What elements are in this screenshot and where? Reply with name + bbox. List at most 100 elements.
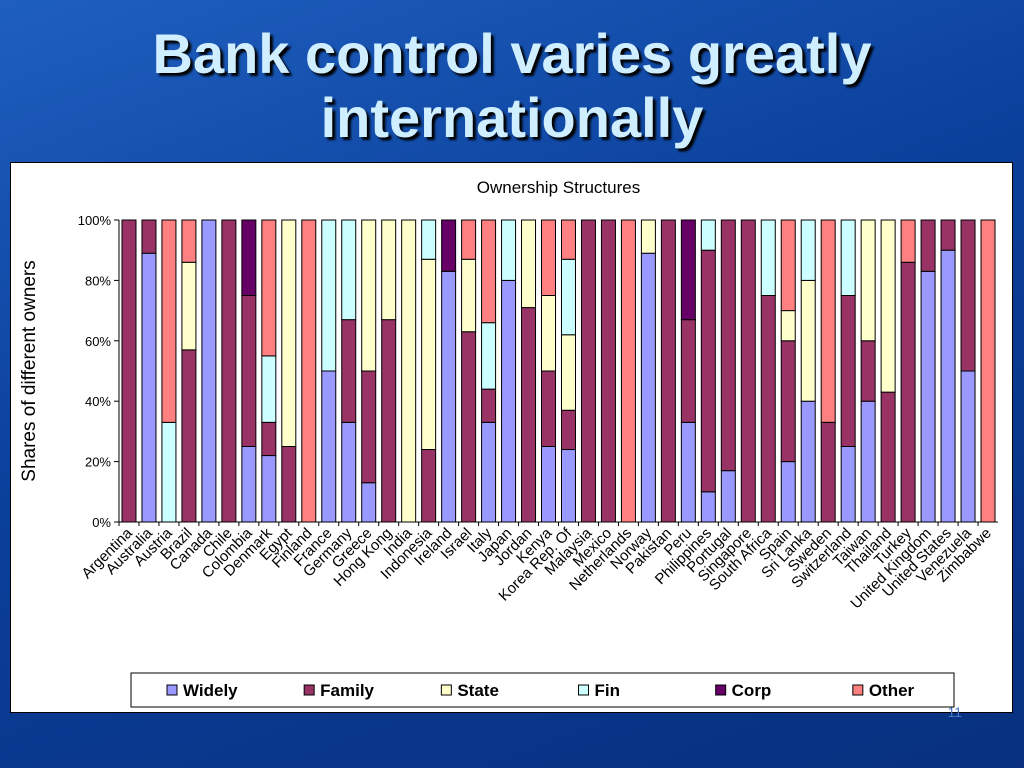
bar-segment [640,252,656,523]
bar-segment [401,219,417,523]
bar-segment [141,252,157,523]
legend-swatch [166,684,178,696]
bar-segment [441,270,457,523]
y-tick-label: 40% [85,394,111,409]
bar-segment [580,219,596,523]
bar-segment [541,446,557,523]
y-tick-label: 0% [92,515,111,530]
bar-segment [860,340,876,402]
bar-segment [381,219,397,321]
bar-segment [840,219,856,296]
legend-swatch [303,684,315,696]
bar-segment [560,449,576,523]
bar-segment [381,319,397,523]
bar-segment [860,219,876,342]
bar-segment [560,258,576,336]
y-tick-label: 60% [85,334,111,349]
y-tick-label: 80% [85,273,111,288]
bar-segment [521,307,537,523]
bar-segment [680,319,696,423]
bar-segment [221,219,237,523]
bar-segment [920,219,936,272]
bar-segment [760,219,776,296]
bar-segment [780,219,796,312]
bar-segment [261,355,277,423]
bar-segment [680,219,696,321]
legend-swatch [578,684,589,696]
bar-segment [241,446,257,523]
bar-segment [541,370,557,447]
bar-segment [421,449,437,523]
chart-panel: Ownership Structures Shares of different … [10,162,1013,713]
bar-segment [261,219,277,357]
bar-segment [541,295,557,372]
bar-segment [181,349,197,523]
bar-segment [860,400,876,523]
bar-segment [800,400,816,523]
bar-segment [361,482,377,523]
legend-box [130,672,955,708]
bar-segment [780,461,796,523]
bar-segment [900,219,916,263]
bar-segment [620,219,636,523]
bar-segment [441,219,457,272]
bar-segment [560,334,576,411]
bar-segment [760,295,776,523]
bar-segment [281,446,297,523]
bar-segment [501,279,517,523]
bar-segment [421,219,437,260]
slide-title: Bank control varies greatly internationa… [152,22,872,149]
bar-segment [181,219,197,263]
bar-segment [261,455,277,523]
bar-segment [181,261,197,351]
bar-segment [521,219,537,309]
bar-segment [501,219,517,281]
bar-segment [461,219,477,260]
bar-segment [780,310,796,342]
chart-title: Ownership Structures [477,178,640,197]
bar-segment [600,219,616,523]
bar-segment [161,421,177,523]
bar-segment [461,331,477,523]
legend-label: Other [869,681,915,700]
bar-segment [700,491,716,523]
chart: Ownership Structures Shares of different … [19,178,998,708]
bar-segment [900,261,916,523]
legend-swatch [852,684,864,696]
bar-segment [341,319,357,423]
y-axis-label: Shares of different owners [19,260,40,481]
bar-segment [461,258,477,333]
bar-segment [241,219,257,296]
bar-segment [481,322,497,390]
bar-segment [840,446,856,523]
bar-segment [800,219,816,281]
bar-segment [341,219,357,321]
bar-segment [481,421,497,523]
bar-segment [361,219,377,372]
bar-segment [880,219,896,393]
legend-label: Corp [732,681,772,700]
bar-segment [840,295,856,447]
bar-segment [920,270,936,523]
legend-label: State [457,681,499,700]
bar-segment [421,258,437,451]
bar-segment [241,295,257,447]
bar-segment [980,219,996,523]
legend-swatch [440,684,452,696]
bar-segment [141,219,157,254]
bar-segment [960,219,976,372]
bar-segment [281,219,297,447]
bar-segment [820,219,836,423]
bar-segment [780,340,796,463]
bar-segment [680,421,696,523]
bar-segment [720,470,736,523]
bar-segment [361,370,377,484]
bar-segment [700,219,716,251]
bar-segment [700,249,716,493]
bar-segment [560,409,576,451]
bar-segment [660,219,676,523]
bar-segment [321,219,337,372]
legend-swatch [715,684,727,696]
bar-segment [261,421,277,457]
